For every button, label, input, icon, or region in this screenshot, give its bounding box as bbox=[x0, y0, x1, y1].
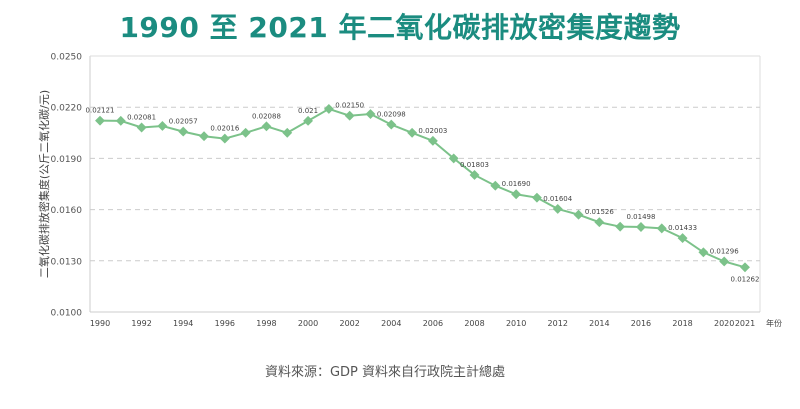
data-point bbox=[407, 127, 418, 138]
data-label: 0.01526 bbox=[585, 208, 614, 216]
data-point bbox=[303, 115, 314, 126]
x-tick-label: 2014 bbox=[589, 319, 609, 328]
x-tick-label: 2018 bbox=[672, 319, 692, 328]
x-tick-label: 1998 bbox=[256, 319, 276, 328]
data-label: 0.02121 bbox=[86, 107, 115, 115]
data-label: 0.01433 bbox=[668, 224, 697, 232]
data-label: 0.02081 bbox=[127, 114, 156, 122]
data-label: 0.01803 bbox=[460, 161, 489, 169]
data-point bbox=[261, 121, 272, 132]
data-point bbox=[427, 135, 438, 146]
x-tick-label: 2000 bbox=[298, 319, 318, 328]
x-tick-label: 1996 bbox=[215, 319, 235, 328]
data-label: 0.02088 bbox=[252, 112, 281, 120]
y-tick-label: 0.0160 bbox=[51, 206, 83, 216]
data-point bbox=[531, 192, 542, 203]
y-tick-label: 0.0130 bbox=[51, 257, 83, 267]
x-tick-label: 2008 bbox=[464, 319, 484, 328]
data-point bbox=[615, 221, 626, 232]
data-point bbox=[469, 170, 480, 180]
chart-title: 1990 至 2021 年二氧化碳排放密集度趨勢 bbox=[119, 11, 681, 44]
data-label: 0.021 bbox=[298, 107, 318, 115]
x-tick-label: 2010 bbox=[506, 319, 526, 328]
data-point bbox=[698, 247, 709, 258]
y-tick-label: 0.0190 bbox=[51, 155, 83, 165]
x-tick-label: 2021 bbox=[735, 319, 755, 328]
x-tick-label: 2020 bbox=[714, 319, 734, 328]
data-point bbox=[740, 262, 750, 273]
data-label: 0.02057 bbox=[169, 118, 198, 126]
data-label: 0.02003 bbox=[418, 127, 447, 135]
data-label: 0.01296 bbox=[710, 247, 739, 255]
data-point bbox=[490, 180, 501, 191]
data-label: 0.02098 bbox=[377, 111, 406, 119]
x-tick-label: 1992 bbox=[131, 319, 151, 328]
data-point bbox=[552, 203, 563, 214]
y-axis-label: 二氧化碳排放密集度(公斤二氧化碳/元) bbox=[37, 90, 51, 278]
data-label: 0.02150 bbox=[335, 102, 364, 110]
data-point bbox=[157, 121, 168, 131]
data-label: 0.01690 bbox=[502, 180, 531, 188]
x-tick-label: 2002 bbox=[339, 319, 359, 328]
x-tick-label: 2004 bbox=[381, 319, 401, 328]
source-note: 資料來源：GDP 資料來自行政院主計總處 bbox=[264, 365, 506, 380]
data-point bbox=[199, 131, 209, 142]
x-tick-label: 2006 bbox=[423, 319, 443, 328]
data-point bbox=[240, 127, 251, 138]
y-tick-label: 0.0220 bbox=[51, 104, 83, 114]
data-label: 0.01498 bbox=[626, 213, 655, 221]
data-point bbox=[136, 122, 147, 133]
data-point bbox=[178, 126, 189, 137]
data-point bbox=[344, 110, 355, 121]
x-tick-label: 2012 bbox=[548, 319, 568, 328]
y-tick-label: 0.0100 bbox=[51, 309, 83, 319]
data-point bbox=[323, 103, 334, 114]
x-tick-label: 2016 bbox=[631, 319, 651, 328]
data-label: 0.02016 bbox=[210, 125, 239, 133]
data-point bbox=[573, 209, 584, 220]
data-point bbox=[115, 115, 126, 126]
x-tick-label: 1990 bbox=[90, 319, 110, 328]
data-point bbox=[677, 233, 688, 244]
x-tick-label: 1994 bbox=[173, 319, 193, 328]
data-point bbox=[219, 133, 230, 144]
data-point bbox=[656, 223, 667, 234]
data-point bbox=[719, 256, 730, 267]
data-point bbox=[386, 119, 397, 130]
data-point bbox=[448, 153, 459, 164]
data-point bbox=[636, 222, 646, 232]
data-label: 0.01604 bbox=[543, 195, 572, 203]
data-point bbox=[511, 189, 522, 200]
data-point bbox=[95, 115, 105, 126]
data-point bbox=[594, 217, 605, 228]
x-axis-label: 年份 bbox=[766, 318, 782, 328]
y-tick-label: 0.0250 bbox=[51, 53, 83, 63]
data-point bbox=[282, 127, 293, 138]
data-point bbox=[365, 109, 376, 119]
data-label: 0.01262 bbox=[731, 275, 760, 283]
